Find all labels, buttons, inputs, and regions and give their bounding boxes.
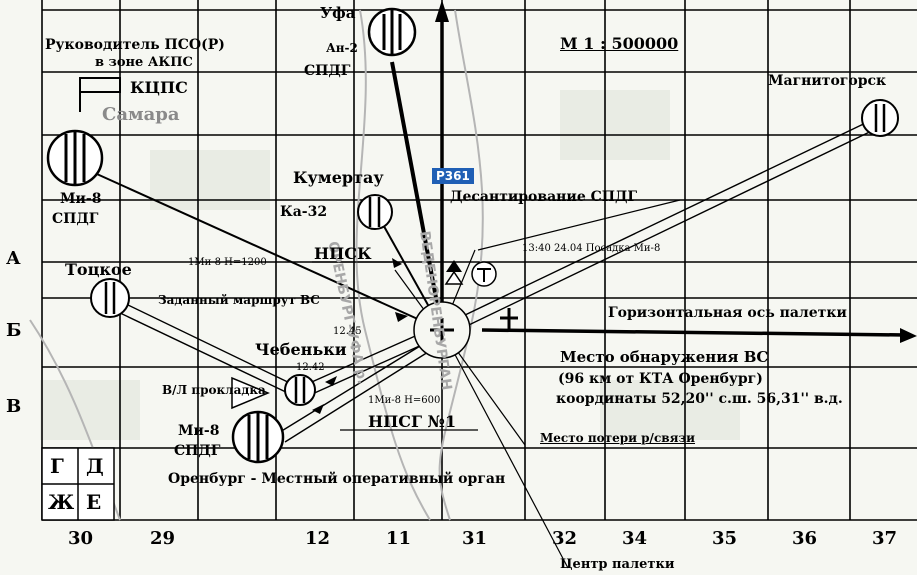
- time-1245-label: 12.45: [333, 326, 362, 337]
- mi8-left-label: Ми-8: [60, 191, 102, 207]
- horizontal-axis: [481, 328, 917, 343]
- col-label-11: 11: [386, 528, 412, 549]
- spdg-orenburg-label: СПДГ: [174, 443, 221, 459]
- city-ufa-icon: [367, 7, 417, 57]
- ka32-label: Ка-32: [280, 204, 328, 220]
- col-label-29: 29: [150, 528, 176, 549]
- mi8-orenburg-label: Ми-8: [178, 423, 220, 439]
- mi8-h600-label: 1Ми-8 Н=600: [368, 395, 441, 406]
- row-label-b: Б: [6, 320, 22, 341]
- row-label-v: В: [6, 396, 22, 417]
- col-label-12: 12: [305, 528, 331, 549]
- time-1242-label: 12.42: [296, 362, 325, 373]
- route-label: Заданный маршрут ВС: [158, 293, 320, 307]
- col-label-30: 30: [68, 528, 94, 549]
- route-badge: Р361: [432, 168, 474, 184]
- landing-spdg-label: Десантирование СПДГ: [450, 189, 638, 205]
- city-totskoe-icon: [90, 278, 130, 318]
- runway-label: В/Л прокладка: [162, 383, 266, 397]
- mi8-landing-label: 13:40 24.04 Посадка Ми-8: [522, 243, 661, 254]
- city-chebenki-icon: [284, 374, 316, 406]
- terrain-patches: [40, 90, 740, 440]
- city-magnitogorsk-icon: [861, 99, 899, 137]
- grid-key-g: Г: [50, 454, 64, 478]
- found-location-cross: [500, 308, 518, 330]
- col-label-35: 35: [712, 528, 738, 549]
- col-label-36: 36: [792, 528, 818, 549]
- found-location-line2: (96 км от КТА Оренбург): [558, 371, 763, 387]
- label-underlines: [312, 261, 478, 431]
- ufa-label: Уфа: [320, 4, 356, 22]
- leader-label-line1: Руководитель ПСО(Р): [45, 37, 225, 53]
- col-label-34: 34: [622, 528, 648, 549]
- found-location-line1: Место обнаружения ВС: [560, 348, 769, 366]
- magnitogorsk-label: Магнитогорск: [768, 73, 887, 89]
- totskoe-label: Тоцкое: [65, 260, 132, 279]
- samara-label: Самара: [102, 104, 180, 125]
- npsg1-label: НПСГ №1: [368, 412, 457, 431]
- an2-label: Ан-2: [326, 41, 358, 55]
- map-scale: М 1 : 500000: [560, 34, 679, 53]
- col-label-37: 37: [872, 528, 898, 549]
- landing-markers: [444, 260, 497, 287]
- direction-arrows: [312, 258, 408, 414]
- chebenki-label: Чебеньки: [255, 340, 347, 359]
- grid-key-zh: Ж: [48, 490, 75, 514]
- city-orenburg-icon: [231, 410, 285, 464]
- kumertau-label: Кумертау: [293, 168, 384, 187]
- spdg-left-label: СПДГ: [52, 211, 99, 227]
- pallet-center-label: Центр палетки: [560, 557, 675, 572]
- city-samara-icon: [46, 129, 104, 187]
- city-kumertau-icon: [357, 194, 393, 230]
- kpts-label: КЦПС: [130, 78, 188, 97]
- runway-triangle-icon: [231, 376, 270, 410]
- leader-label-line2: в зоне АКПС: [95, 55, 193, 70]
- row-label-a: А: [6, 248, 21, 269]
- found-location-line3: координаты 52,20'' с.ш. 56,31'' в.д.: [556, 391, 843, 407]
- lost-comm-label: Место потери р/связи: [540, 431, 696, 445]
- ufa-spdg-label: СПДГ: [304, 63, 351, 79]
- orenburg-label: Оренбург - Местный оперативный орган: [168, 471, 506, 487]
- col-label-32: 32: [552, 528, 578, 549]
- npsk-label: НПСК: [314, 244, 372, 263]
- grid-key-d: Д: [86, 454, 104, 478]
- kpts-flag-icon: [79, 77, 121, 112]
- grid-key-box: [41, 447, 115, 521]
- mi8-h1200-label: 1Ми-8 Н=1200: [188, 257, 267, 268]
- grid-key-e: Е: [86, 490, 102, 514]
- horizontal-axis-label: Горизонтальная ось палетки: [608, 305, 847, 321]
- pallet-center-circle: [413, 301, 471, 359]
- col-label-31: 31: [462, 528, 488, 549]
